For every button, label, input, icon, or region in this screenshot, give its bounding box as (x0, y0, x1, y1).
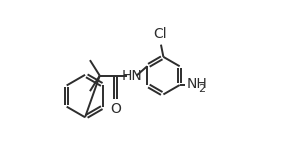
Text: NH: NH (187, 77, 208, 91)
Text: Cl: Cl (154, 27, 167, 41)
Text: 2: 2 (198, 84, 205, 94)
Text: O: O (110, 102, 121, 116)
Text: HN: HN (122, 69, 143, 83)
